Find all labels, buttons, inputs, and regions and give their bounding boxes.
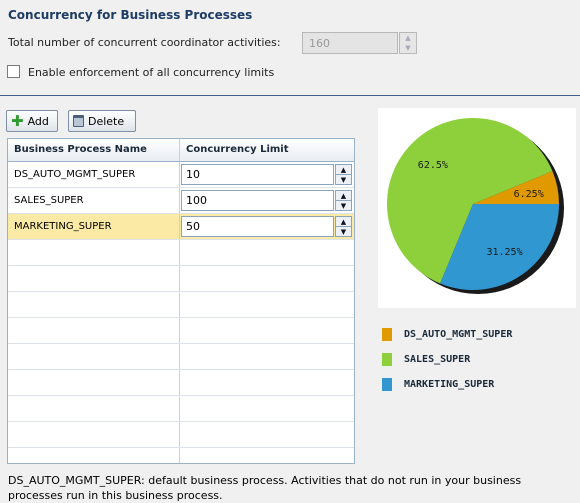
process-name-cell: SALES_SUPER xyxy=(8,188,180,213)
empty-row xyxy=(8,396,354,422)
empty-row xyxy=(8,370,354,396)
section-divider xyxy=(0,95,580,96)
empty-row xyxy=(8,240,354,266)
column-header-name[interactable]: Business Process Name xyxy=(8,139,180,161)
add-button-label: Add xyxy=(27,114,49,128)
concurrency-pie-chart: 6.25% 62.5% 31.25% xyxy=(378,108,576,308)
legend-label: DS_AUTO_MGMT_SUPER xyxy=(404,329,513,340)
legend-item: SALES_SUPER xyxy=(382,347,512,372)
spinner-up-icon[interactable]: ▲ xyxy=(336,191,351,201)
spinner-up-icon[interactable]: ▲ xyxy=(336,165,351,175)
legend-label: SALES_SUPER xyxy=(404,354,471,365)
pie-chart-svg: 6.25% 62.5% 31.25% xyxy=(387,118,564,294)
enforce-limits-checkbox[interactable] xyxy=(7,65,20,78)
spinner-up-icon[interactable]: ▲ xyxy=(405,34,411,42)
spinner-down-icon[interactable]: ▼ xyxy=(340,202,347,210)
spinner-down-icon[interactable]: ▼ xyxy=(405,44,411,52)
table-header: Business Process Name Concurrency Limit xyxy=(8,139,354,162)
pie-slice-sales-super xyxy=(387,118,553,284)
delete-button[interactable]: Delete xyxy=(68,110,136,132)
empty-row xyxy=(8,448,354,463)
empty-row xyxy=(8,422,354,448)
table-row[interactable]: MARKETING_SUPER ▲ ▼ xyxy=(8,214,354,240)
chart-legend: DS_AUTO_MGMT_SUPER SALES_SUPER MARKETING… xyxy=(382,322,512,397)
concurrency-limit-input[interactable] xyxy=(181,216,334,237)
limit-spinner[interactable]: ▲ ▼ xyxy=(335,164,352,185)
trash-icon xyxy=(73,115,84,127)
legend-label: MARKETING_SUPER xyxy=(404,379,495,390)
limit-spinner[interactable]: ▲ ▼ xyxy=(335,190,352,211)
limit-spinner[interactable]: ▲ ▼ xyxy=(335,216,352,237)
legend-swatch xyxy=(382,328,392,341)
add-button[interactable]: ✚ Add xyxy=(6,110,58,132)
concurrent-activities-spinner[interactable]: ▲ ▼ xyxy=(399,32,417,54)
empty-row xyxy=(8,344,354,370)
table-row[interactable]: SALES_SUPER ▲ ▼ xyxy=(8,188,354,214)
column-header-limit[interactable]: Concurrency Limit xyxy=(186,144,289,155)
empty-row xyxy=(8,292,354,318)
spinner-down-icon[interactable]: ▼ xyxy=(340,176,347,184)
enforce-limits-label: Enable enforcement of all concurrency li… xyxy=(28,66,275,79)
concurrent-activities-label: Total number of concurrent coordinator a… xyxy=(8,36,281,49)
legend-item: DS_AUTO_MGMT_SUPER xyxy=(382,322,512,347)
concurrency-limit-input[interactable] xyxy=(181,190,334,211)
pie-label: 62.5% xyxy=(418,160,448,171)
legend-item: MARKETING_SUPER xyxy=(382,372,512,397)
page-title: Concurrency for Business Processes xyxy=(8,8,253,22)
business-process-table: Business Process Name Concurrency Limit … xyxy=(7,138,355,464)
spinner-up-icon[interactable]: ▲ xyxy=(336,217,351,227)
pie-label: 6.25% xyxy=(514,189,544,200)
empty-row xyxy=(8,318,354,344)
legend-swatch xyxy=(382,378,392,391)
spinner-down-icon[interactable]: ▼ xyxy=(340,228,347,236)
pie-slice-marketing-super xyxy=(440,204,559,290)
footer-note: DS_AUTO_MGMT_SUPER: default business pro… xyxy=(8,474,522,502)
plus-icon: ✚ xyxy=(11,112,24,130)
pie-slice-ds-auto-mgmt-super xyxy=(473,171,559,204)
pie-label: 31.25% xyxy=(486,247,522,258)
process-name-cell: DS_AUTO_MGMT_SUPER xyxy=(8,162,180,187)
legend-swatch xyxy=(382,353,392,366)
concurrent-activities-input[interactable] xyxy=(302,32,398,54)
empty-row xyxy=(8,266,354,292)
table-row[interactable]: DS_AUTO_MGMT_SUPER ▲ ▼ xyxy=(8,162,354,188)
process-name-cell: MARKETING_SUPER xyxy=(8,214,180,239)
concurrency-limit-input[interactable] xyxy=(181,164,334,185)
delete-button-label: Delete xyxy=(88,114,125,128)
